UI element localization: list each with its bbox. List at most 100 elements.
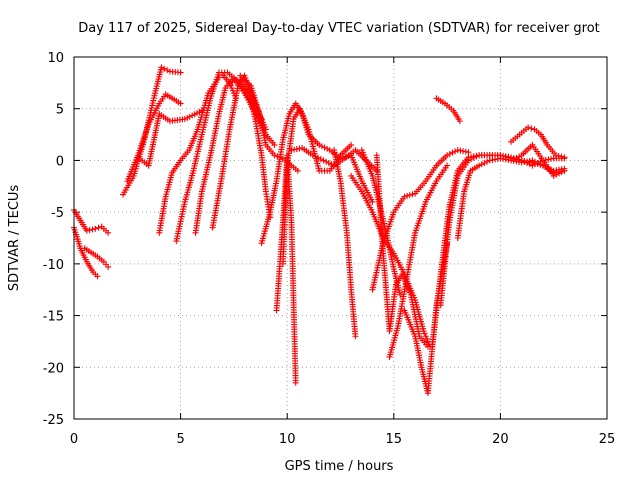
interpolated-points xyxy=(553,169,565,178)
interpolated-points xyxy=(169,116,186,124)
interpolated-points xyxy=(146,113,162,167)
interpolated-points xyxy=(384,237,397,270)
plot-frame xyxy=(73,56,608,420)
interpolated-points xyxy=(539,133,550,146)
interpolated-points xyxy=(337,180,350,234)
interpolated-points xyxy=(331,149,344,182)
interpolated-points xyxy=(404,232,418,280)
interpolated-points xyxy=(500,155,512,163)
data-point xyxy=(352,333,359,340)
y-tick-label: 10 xyxy=(47,51,64,66)
interpolated-points xyxy=(274,153,284,161)
interpolated-points xyxy=(96,255,105,264)
tick-layer: 0 5 10 15 20 25 -25 -20 -15 -10 -5 0 5 10 xyxy=(43,51,616,447)
interpolated-points xyxy=(190,133,205,172)
interpolated-points xyxy=(360,190,375,213)
series-layer xyxy=(71,64,568,397)
interpolated-points xyxy=(343,148,357,160)
data-point xyxy=(226,79,233,86)
data-point xyxy=(369,198,376,205)
data-point xyxy=(420,328,427,335)
interpolated-points xyxy=(137,155,150,167)
data-point xyxy=(271,141,278,148)
data-point xyxy=(92,225,99,232)
interpolated-points xyxy=(530,144,545,162)
data-point xyxy=(508,157,515,164)
interpolated-points xyxy=(86,226,96,234)
data-point xyxy=(397,291,404,298)
data-point xyxy=(320,157,327,164)
interpolated-points xyxy=(478,158,491,168)
data-point xyxy=(158,64,165,71)
interpolated-points xyxy=(469,163,480,173)
interpolated-points xyxy=(370,175,382,203)
data-point xyxy=(262,126,269,133)
data-point xyxy=(456,118,463,125)
interpolated-points xyxy=(184,108,203,121)
interpolated-points xyxy=(121,175,136,196)
data-point xyxy=(105,229,112,236)
interpolated-points xyxy=(221,74,232,85)
interpolated-points xyxy=(456,159,470,177)
interpolated-points xyxy=(423,180,439,203)
interpolated-points xyxy=(169,68,181,76)
y-axis-label: SDTVAR / TECUs xyxy=(7,185,22,292)
interpolated-points xyxy=(380,211,396,244)
interpolated-points xyxy=(135,123,151,156)
interpolated-points xyxy=(348,289,359,337)
interpolated-points xyxy=(259,211,273,244)
interpolated-points xyxy=(146,102,162,125)
interpolated-points xyxy=(521,157,533,165)
data-point xyxy=(373,167,380,174)
interpolated-points xyxy=(451,109,462,123)
interpolated-points xyxy=(312,153,324,163)
interpolated-points xyxy=(152,66,164,94)
interpolated-points xyxy=(264,143,276,157)
interpolated-points xyxy=(339,143,353,157)
interpolated-points xyxy=(258,154,269,193)
data-point xyxy=(401,193,408,200)
interpolated-points xyxy=(280,165,291,265)
interpolated-points xyxy=(216,87,228,115)
x-tick-label: 15 xyxy=(386,432,403,447)
interpolated-points xyxy=(318,167,331,174)
data-point xyxy=(83,227,90,234)
interpolated-points xyxy=(533,128,542,136)
interpolated-points xyxy=(226,71,237,81)
interpolated-points xyxy=(238,78,251,94)
data-point xyxy=(529,157,536,164)
interpolated-points xyxy=(246,92,258,120)
interpolated-points xyxy=(78,219,89,232)
data-point xyxy=(309,152,316,159)
interpolated-points xyxy=(218,69,228,76)
data-point xyxy=(561,167,568,174)
series-arc2 xyxy=(71,224,101,280)
interpolated-points xyxy=(192,190,205,234)
series-arc15 xyxy=(279,105,355,267)
series-arc28 xyxy=(508,124,568,161)
interpolated-points xyxy=(435,153,449,167)
interpolated-points xyxy=(413,180,428,195)
data-point xyxy=(465,157,472,164)
interpolated-points xyxy=(478,152,491,159)
data-point xyxy=(292,379,299,386)
data-point xyxy=(444,152,451,159)
interpolated-points xyxy=(349,175,364,193)
series-arc21 xyxy=(373,152,431,350)
interpolated-points xyxy=(429,273,444,348)
interpolated-points xyxy=(510,153,523,163)
interpolated-points xyxy=(90,250,99,259)
interpolated-points xyxy=(349,154,364,182)
interpolated-points xyxy=(179,149,191,162)
series-arc20 xyxy=(369,147,472,293)
interpolated-points xyxy=(344,232,354,291)
series-arc22 xyxy=(386,162,451,360)
y-tick-label: 0 xyxy=(56,154,64,169)
series-arc17 xyxy=(331,147,359,340)
interpolated-points xyxy=(446,175,461,224)
interpolated-points xyxy=(532,158,544,168)
interpolated-points xyxy=(510,133,521,144)
data-point xyxy=(177,100,184,107)
data-point xyxy=(525,124,532,131)
